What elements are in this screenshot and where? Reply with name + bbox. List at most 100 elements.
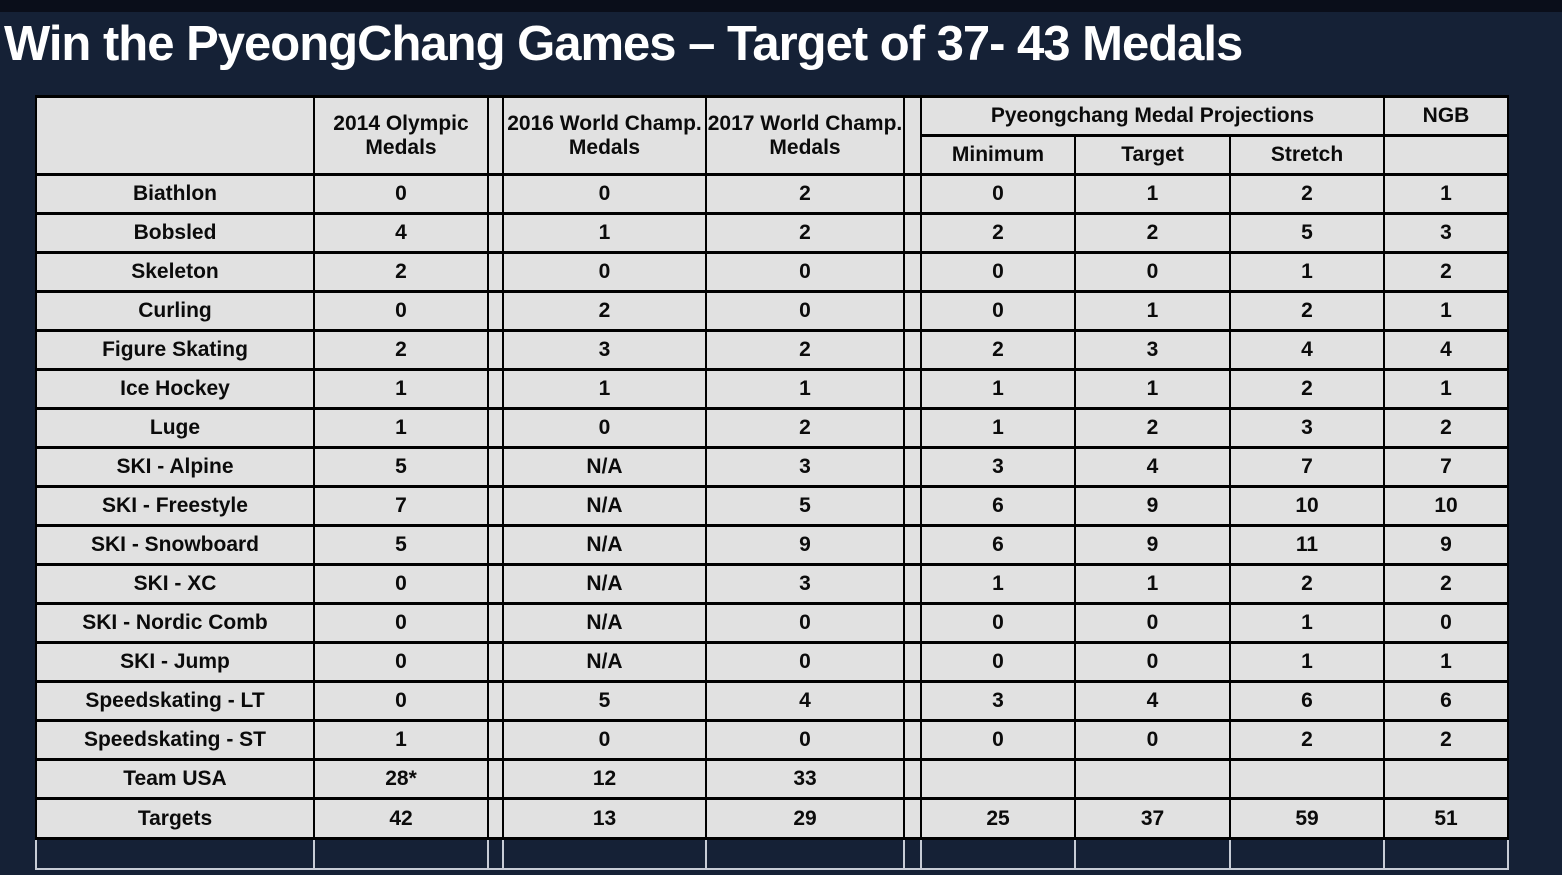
- cell-2014-olympic-medals: 0: [313, 290, 489, 332]
- spacer-cell: [487, 485, 504, 527]
- cell-2017-world-champ-medals: 2: [705, 407, 905, 449]
- col-header-2017-world-champ-medals: 2017 World Champ. Medals: [705, 95, 905, 176]
- col-group-header-pyeongchang-projections: Pyeongchang Medal Projections: [920, 95, 1385, 137]
- cell-2016-world-champ-medals: 0: [502, 407, 707, 449]
- cell-projection-stretch: 2: [1229, 719, 1385, 761]
- cell-projection-stretch: 59: [1229, 797, 1385, 840]
- cell-ngb: 1: [1383, 368, 1509, 410]
- void-cell: [705, 837, 905, 870]
- table-row: Luge 1 0 2 1 2 3 2: [35, 407, 1509, 449]
- cell-projection-minimum: 2: [920, 212, 1076, 254]
- empty-bottom-row: [35, 837, 1509, 870]
- table-row: SKI - Snowboard 5 N/A 9 6 9 11 9: [35, 524, 1509, 566]
- spacer-cell: [903, 290, 922, 332]
- cell-2017-world-champ-medals: 9: [705, 524, 905, 566]
- cell-projection-target: 1: [1074, 290, 1231, 332]
- cell-2016-world-champ-medals: 1: [502, 368, 707, 410]
- cell-projection-minimum: 1: [920, 368, 1076, 410]
- table-row: Ice Hockey 1 1 1 1 1 2 1: [35, 368, 1509, 410]
- cell-ngb: [1383, 758, 1509, 800]
- cell-2014-olympic-medals: 1: [313, 368, 489, 410]
- cell-2016-world-champ-medals: 13: [502, 797, 707, 840]
- spacer-cell: [487, 602, 504, 644]
- spacer-cell: [487, 173, 504, 215]
- cell-sport-label: SKI - Nordic Comb: [35, 602, 315, 644]
- cell-projection-stretch: 7: [1229, 446, 1385, 488]
- table-row: Figure Skating 2 3 2 2 3 4 4: [35, 329, 1509, 371]
- cell-projection-target: [1074, 758, 1231, 800]
- cell-projection-stretch: [1229, 758, 1385, 800]
- spacer-cell: [487, 758, 504, 800]
- table-row: Biathlon 0 0 2 0 1 2 1: [35, 173, 1509, 215]
- cell-2014-olympic-medals: 2: [313, 251, 489, 293]
- cell-projection-minimum: 3: [920, 446, 1076, 488]
- cell-projection-stretch: 1: [1229, 251, 1385, 293]
- cell-ngb: 10: [1383, 485, 1509, 527]
- void-cell: [502, 837, 707, 870]
- cell-ngb: 2: [1383, 563, 1509, 605]
- spacer-cell: [903, 602, 922, 644]
- cell-ngb: 2: [1383, 251, 1509, 293]
- cell-projection-stretch: 6: [1229, 680, 1385, 722]
- cell-2016-world-champ-medals: 0: [502, 251, 707, 293]
- cell-projection-minimum: 0: [920, 251, 1076, 293]
- spacer-cell: [487, 407, 504, 449]
- cell-2014-olympic-medals: 0: [313, 173, 489, 215]
- cell-sport-label: Bobsled: [35, 212, 315, 254]
- cell-sport-label: Team USA: [35, 758, 315, 800]
- header-row-2: Minimum Target Stretch: [36, 134, 1509, 176]
- cell-projection-minimum: 3: [920, 680, 1076, 722]
- ngb-subheader-empty-cell: [1383, 134, 1509, 176]
- cell-2016-world-champ-medals: N/A: [502, 563, 707, 605]
- cell-projection-stretch: 2: [1229, 173, 1385, 215]
- cell-projection-stretch: 2: [1229, 290, 1385, 332]
- spacer-cell: [903, 173, 922, 215]
- void-spacer-cell: [487, 837, 504, 870]
- cell-2017-world-champ-medals: 29: [705, 797, 905, 840]
- spacer-cell: [487, 212, 504, 254]
- cell-2016-world-champ-medals: N/A: [502, 602, 707, 644]
- cell-projection-stretch: 2: [1229, 563, 1385, 605]
- cell-ngb: 51: [1383, 797, 1509, 840]
- cell-2014-olympic-medals: 0: [313, 602, 489, 644]
- cell-projection-minimum: 0: [920, 173, 1076, 215]
- col-header-ngb: NGB: [1383, 95, 1509, 137]
- cell-projection-target: 1: [1074, 368, 1231, 410]
- cell-sport-label: SKI - Jump: [35, 641, 315, 683]
- cell-projection-target: 2: [1074, 407, 1231, 449]
- cell-2017-world-champ-medals: 2: [705, 173, 905, 215]
- cell-2016-world-champ-medals: N/A: [502, 524, 707, 566]
- table-row: SKI - XC 0 N/A 3 1 1 2 2: [35, 563, 1509, 605]
- spacer-cell: [903, 680, 922, 722]
- table-row: SKI - Jump 0 N/A 0 0 0 1 1: [35, 641, 1509, 683]
- cell-sport-label: Speedskating - ST: [35, 719, 315, 761]
- spacer-cell: [903, 485, 922, 527]
- cell-2017-world-champ-medals: 2: [705, 329, 905, 371]
- cell-2017-world-champ-medals: 0: [705, 641, 905, 683]
- spacer-cell: [903, 758, 922, 800]
- cell-2016-world-champ-medals: 1: [502, 212, 707, 254]
- cell-2017-world-champ-medals: 3: [705, 563, 905, 605]
- cell-2014-olympic-medals: 5: [313, 524, 489, 566]
- spacer-cell: [487, 680, 504, 722]
- cell-projection-target: 4: [1074, 680, 1231, 722]
- void-spacer-cell: [903, 837, 922, 870]
- cell-sport-label: Ice Hockey: [35, 368, 315, 410]
- cell-2017-world-champ-medals: 4: [705, 680, 905, 722]
- cell-sport-label: Targets: [35, 797, 315, 840]
- cell-projection-minimum: 6: [920, 524, 1076, 566]
- void-cell: [1074, 837, 1231, 870]
- void-cell: [1383, 837, 1509, 870]
- cell-2016-world-champ-medals: 12: [502, 758, 707, 800]
- cell-projection-minimum: 0: [920, 290, 1076, 332]
- cell-sport-label: SKI - Alpine: [35, 446, 315, 488]
- cell-ngb: 4: [1383, 329, 1509, 371]
- medals-table: 2014 Olympic Medals 2016 World Champ. Me…: [35, 95, 1509, 870]
- cell-projection-target: 1: [1074, 173, 1231, 215]
- cell-2016-world-champ-medals: 5: [502, 680, 707, 722]
- spacer-cell: [903, 407, 922, 449]
- cell-projection-stretch: 3: [1229, 407, 1385, 449]
- cell-2014-olympic-medals: 0: [313, 563, 489, 605]
- targets-row: Targets 42 13 29 25 37 59 51: [35, 797, 1509, 840]
